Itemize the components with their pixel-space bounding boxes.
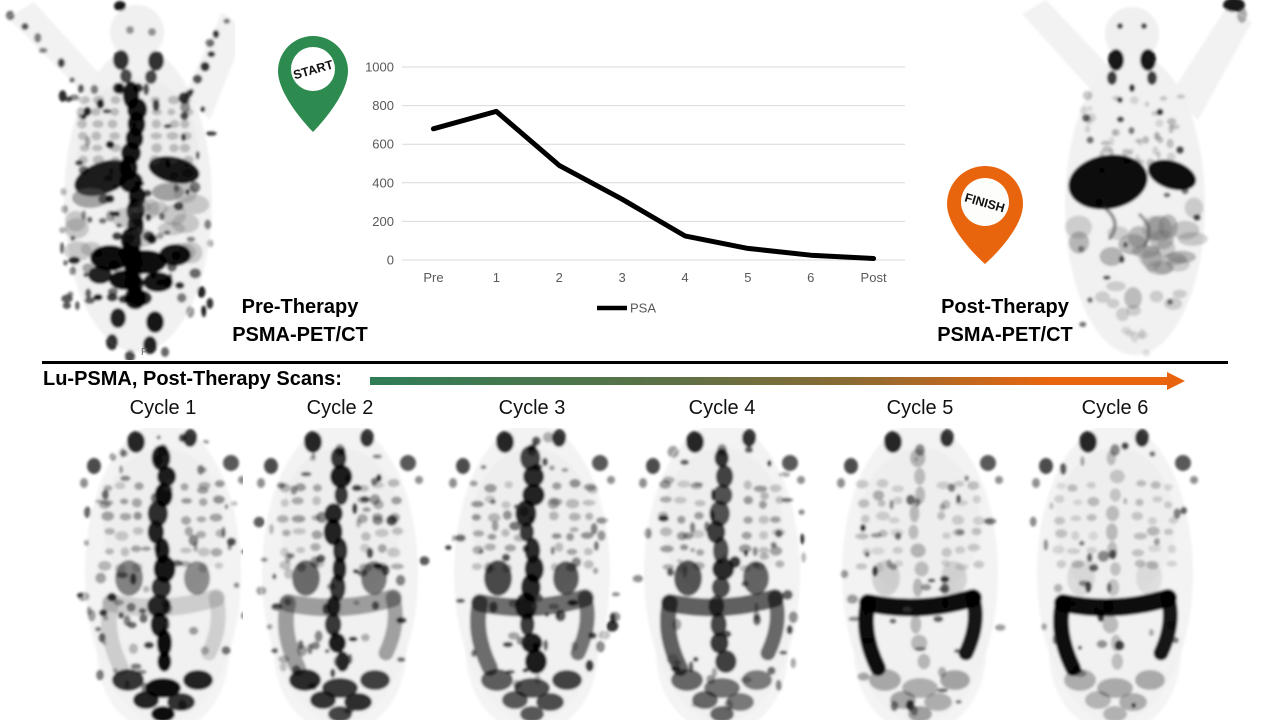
- cycle-2-scan-image: [243, 428, 438, 720]
- cycle-5-label: Cycle 5: [886, 397, 954, 419]
- pre-therapy-scan-image: [0, 0, 235, 360]
- timeline-gradient-arrow: [370, 377, 1168, 385]
- cycle-3-label: Cycle 3: [498, 397, 566, 419]
- scan-graphic: [1029, 428, 1198, 720]
- cycle-1-label: Cycle 1: [129, 397, 197, 419]
- cycle-6-scan-image: [1018, 428, 1213, 720]
- post-therapy-scan-image: [1020, 0, 1280, 360]
- timeline-title: Lu-PSMA, Post-Therapy Scans:: [43, 368, 342, 390]
- scan-graphic: [6, 1, 235, 360]
- post-therapy-caption-line2: PSMA-PET/CT: [937, 324, 1073, 347]
- post-therapy-caption-line1: Post-Therapy: [941, 296, 1069, 318]
- scan-graphic: [632, 428, 807, 720]
- scan-graphic: [253, 428, 430, 720]
- separator-line: [42, 361, 1228, 364]
- y-tick-label: 1000: [365, 60, 394, 75]
- scan-graphic: [76, 428, 248, 720]
- pre-therapy-caption-line1: Pre-Therapy: [241, 296, 359, 318]
- x-tick-label: 3: [618, 270, 625, 285]
- x-tick-label: 6: [807, 270, 814, 285]
- scan-graphic: [837, 428, 1006, 720]
- cycle-4-label: Cycle 4: [688, 397, 756, 419]
- start-pin-icon: START: [278, 36, 348, 132]
- film-marker: F: [141, 347, 148, 358]
- x-tick-label: 1: [493, 270, 500, 285]
- cycle-6-label: Cycle 6: [1081, 397, 1149, 419]
- x-tick-label: Pre: [423, 270, 443, 285]
- y-tick-label: 0: [387, 253, 394, 268]
- y-tick-label: 800: [372, 98, 394, 113]
- finish-pin-icon: FINISH: [947, 166, 1023, 264]
- scan-graphic: [1022, 0, 1252, 357]
- legend-label: PSA: [630, 301, 656, 316]
- pre-therapy-caption-line2: PSMA-PET/CT: [232, 324, 368, 347]
- pre-therapy-caption: Pre-Therapy PSMA-PET/CT: [215, 293, 385, 350]
- psa-line-chart: 0 200 400 600 800 1000 Pre 1 2 3 4 5 6 Post PSA: [365, 60, 905, 316]
- x-tick-label: Post: [861, 270, 887, 285]
- x-tick-label: 4: [681, 270, 688, 285]
- y-tick-label: 600: [372, 137, 394, 152]
- scan-graphic: [445, 428, 621, 720]
- finish-pin-inner-circle: [961, 178, 1009, 226]
- cycle-5-scan-image: [823, 428, 1018, 720]
- y-tick-label: 400: [372, 175, 394, 190]
- cycle-1-scan-image: [66, 428, 261, 720]
- timeline-arrowhead-icon: [1167, 372, 1185, 390]
- cycle-4-scan-image: [625, 428, 820, 720]
- psa-series-line: [430, 108, 877, 261]
- y-tick-label: 200: [372, 214, 394, 229]
- x-tick-label: 2: [556, 270, 563, 285]
- cycle-2-label: Cycle 2: [306, 397, 374, 419]
- post-therapy-caption: Post-Therapy PSMA-PET/CT: [920, 293, 1090, 350]
- cycle-3-scan-image: [435, 428, 630, 720]
- start-pin-inner-circle: [291, 47, 335, 91]
- x-tick-label: 5: [744, 270, 751, 285]
